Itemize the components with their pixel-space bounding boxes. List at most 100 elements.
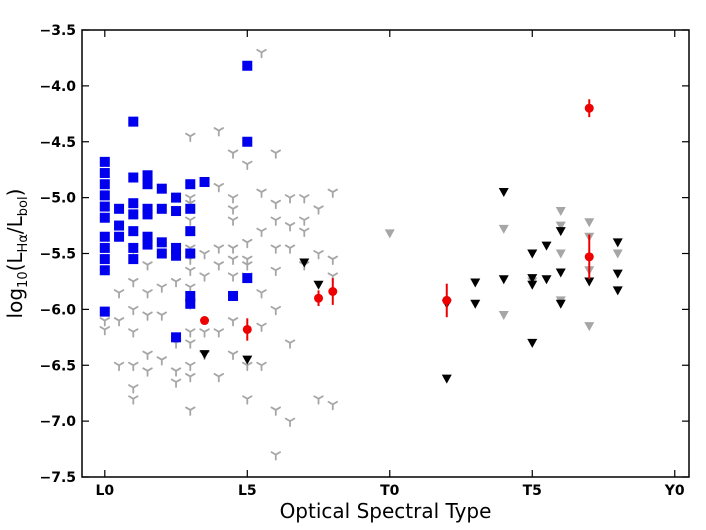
square-marker: [99, 231, 110, 242]
tri-down-marker: [99, 317, 110, 327]
tri-down-marker: [227, 149, 239, 159]
tri-down-marker: [270, 305, 281, 316]
tri-down-marker: [128, 361, 139, 372]
triangle-down-marker: [199, 350, 210, 360]
tri-down-marker: [185, 266, 196, 277]
triangle-down-marker: [498, 275, 509, 285]
tri-down-marker: [256, 322, 267, 333]
y-tick-label: −4.0: [39, 79, 76, 95]
tri-down-marker: [142, 311, 153, 321]
axis-ticks: L0 L5 T0 T5 Y0 −3.5 −4.0 −4.5 −5.0 −5.5 −6.0 −6.5 −7…: [39, 23, 689, 499]
triangle-down-marker: [242, 355, 253, 365]
tri-down-marker: [299, 194, 310, 204]
tri-down-marker: [270, 451, 281, 461]
square-marker: [99, 156, 110, 167]
tri-down-marker: [128, 384, 139, 394]
triangle-down-marker: [527, 249, 538, 259]
tri-down-marker: [270, 406, 281, 416]
square-marker: [99, 168, 110, 179]
square-marker: [128, 226, 139, 237]
triangle-down-marker: [555, 227, 566, 237]
square-marker: [99, 201, 110, 212]
tri-down-marker: [242, 395, 253, 405]
y-tick-label: −7.0: [39, 414, 76, 430]
tri-down-marker: [185, 373, 196, 383]
triangle-down-marker: [555, 207, 566, 217]
tri-down-marker: [99, 326, 110, 336]
square-marker: [128, 198, 139, 209]
triangle-down-marker: [384, 229, 395, 239]
circle-marker: [242, 324, 252, 334]
square-marker: [171, 242, 182, 253]
triangle-down-marker: [498, 188, 509, 198]
tri-down-marker: [113, 317, 125, 327]
y-tick-label: −6.5: [39, 358, 76, 374]
square-marker: [142, 203, 153, 214]
square-marker: [99, 179, 110, 190]
x-tick-label: Y0: [664, 483, 685, 499]
square-marker: [156, 237, 167, 248]
square-marker: [171, 192, 182, 203]
tri-down-marker: [284, 194, 296, 204]
tri-down-marker: [185, 194, 196, 204]
tri-down-marker: [128, 278, 139, 288]
series-new-upper-limits: [199, 188, 623, 384]
tri-down-marker: [227, 194, 239, 204]
tri-down-marker: [299, 227, 310, 238]
tri-down-marker: [213, 244, 224, 254]
tri-down-marker: [242, 255, 253, 265]
square-marker: [142, 179, 153, 190]
tri-down-marker: [199, 250, 210, 260]
y-axis-label: log10(LHα/Lbol): [3, 189, 31, 319]
tri-down-marker: [142, 289, 153, 299]
tri-down-marker: [142, 350, 153, 360]
square-marker: [99, 212, 110, 223]
square-marker: [185, 179, 196, 190]
tri-down-marker: [227, 255, 239, 265]
tri-down-marker: [128, 305, 139, 316]
circle-marker: [584, 103, 594, 113]
triangle-down-marker: [527, 274, 538, 284]
tri-down-marker: [242, 261, 253, 271]
tri-down-marker: [213, 127, 224, 137]
square-marker: [171, 206, 182, 217]
square-marker: [242, 136, 253, 147]
square-marker: [156, 203, 167, 214]
y-label-lead: log: [3, 288, 27, 319]
y-tick-label: −5.0: [39, 191, 76, 207]
y-tick-label: −3.5: [39, 23, 76, 39]
tri-down-marker: [227, 205, 239, 215]
square-marker: [142, 170, 153, 181]
tri-down-marker: [256, 188, 267, 198]
triangle-down-marker: [541, 275, 552, 285]
tri-down-marker: [284, 417, 296, 428]
tri-down-marker: [142, 367, 153, 377]
tri-down-marker: [213, 183, 224, 193]
tri-down-marker: [113, 361, 125, 372]
tri-down-marker: [170, 278, 182, 288]
x-tick-label: L0: [95, 483, 114, 499]
tri-down-marker: [113, 289, 125, 299]
y-label-mid: /L: [3, 215, 27, 234]
tri-down-marker: [299, 216, 310, 226]
y-tick-label: −5.5: [39, 247, 76, 263]
triangle-down-marker: [612, 269, 623, 279]
tri-down-marker: [170, 367, 182, 377]
square-marker: [142, 239, 153, 250]
tri-down-marker: [313, 250, 324, 260]
tri-down-marker: [256, 227, 267, 238]
tri-down-marker: [270, 216, 281, 226]
tri-down-marker: [227, 244, 239, 254]
square-marker: [99, 242, 110, 253]
tri-down-marker: [185, 216, 196, 226]
tri-down-marker: [213, 328, 224, 338]
circle-marker: [328, 286, 338, 296]
triangle-down-marker: [555, 299, 566, 309]
tri-down-marker: [227, 350, 239, 360]
tri-down-marker: [156, 356, 167, 366]
y-tick-label: −4.5: [39, 135, 76, 151]
tri-down-marker: [327, 188, 338, 198]
square-marker: [242, 60, 253, 71]
y-label-open: (L: [3, 252, 27, 272]
